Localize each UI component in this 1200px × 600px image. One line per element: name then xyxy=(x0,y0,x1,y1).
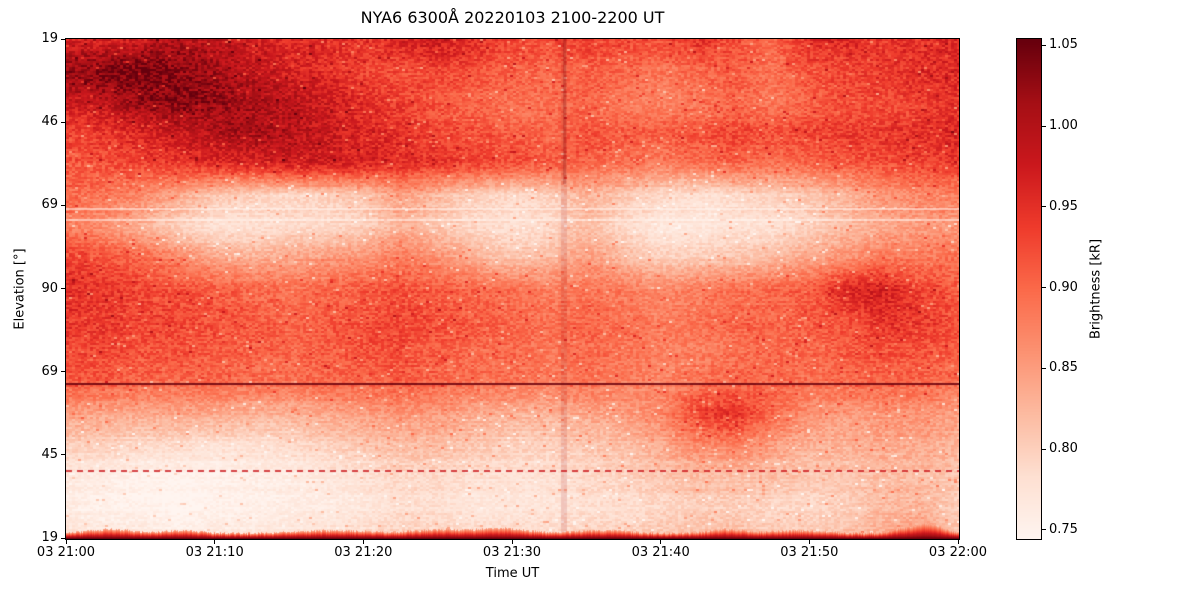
colorbar-tick-label: 1.00 xyxy=(1049,118,1078,134)
y-tick-mark xyxy=(61,288,65,289)
x-tick-label: 03 21:20 xyxy=(334,545,393,560)
y-tick-label: 45 xyxy=(41,446,58,462)
plot-area xyxy=(65,38,960,540)
x-tick-mark xyxy=(214,540,216,544)
colorbar-tick-label: 0.90 xyxy=(1049,279,1078,295)
y-tick-mark xyxy=(61,121,65,123)
y-tick-mark xyxy=(61,204,65,206)
colorbar-label: Brightness [kR] xyxy=(1088,238,1104,340)
colorbar-tick-mark xyxy=(1042,448,1046,450)
x-tick-mark xyxy=(362,540,364,544)
chart-title: NYA6 6300Å 20220103 2100-2200 UT xyxy=(360,8,665,27)
y-tick-mark xyxy=(61,537,65,539)
colorbar-tick-label: 0.75 xyxy=(1049,521,1078,537)
colorbar-tick-mark xyxy=(1042,529,1046,531)
colorbar-tick-mark xyxy=(1042,367,1046,369)
y-tick-mark xyxy=(61,454,65,456)
colorbar-tick-label: 0.95 xyxy=(1049,198,1078,214)
y-tick-label: 19 xyxy=(41,31,58,46)
colorbar-tick-label: 0.80 xyxy=(1049,441,1078,457)
x-tick-label: 03 22:00 xyxy=(928,545,988,560)
y-tick-label: 46 xyxy=(41,114,58,130)
colorbar-tick-mark xyxy=(1042,125,1046,127)
x-tick-mark xyxy=(957,540,959,544)
colorbar-tick-mark xyxy=(1042,287,1046,289)
colorbar xyxy=(1016,38,1042,540)
y-axis-label: Elevation [°] xyxy=(12,248,28,330)
y-tick-mark xyxy=(61,371,65,373)
x-axis-label: Time UT xyxy=(485,566,540,581)
colorbar-tick-label: 1.05 xyxy=(1049,37,1078,53)
colorbar-tick-mark xyxy=(1042,206,1046,208)
x-tick-label: 03 21:30 xyxy=(482,545,542,560)
colorbar-tick-label: 0.85 xyxy=(1049,360,1078,376)
y-tick-label: 90 xyxy=(41,280,58,296)
x-tick-mark xyxy=(65,540,67,544)
x-tick-label: 03 21:50 xyxy=(780,545,839,560)
x-tick-mark xyxy=(808,540,810,544)
colorbar-tick-mark xyxy=(1042,44,1046,46)
x-tick-mark xyxy=(660,540,662,544)
x-tick-label: 03 21:10 xyxy=(185,545,244,560)
colorbar-canvas xyxy=(1017,39,1041,539)
heatmap-canvas xyxy=(66,39,959,539)
y-tick-label: 19 xyxy=(41,530,58,545)
x-tick-label: 03 21:40 xyxy=(631,545,690,560)
y-tick-mark xyxy=(61,38,65,40)
y-tick-label: 69 xyxy=(41,197,58,213)
x-tick-label: 03 21:00 xyxy=(36,545,96,560)
x-tick-mark xyxy=(511,540,513,544)
y-tick-label: 69 xyxy=(41,363,58,379)
